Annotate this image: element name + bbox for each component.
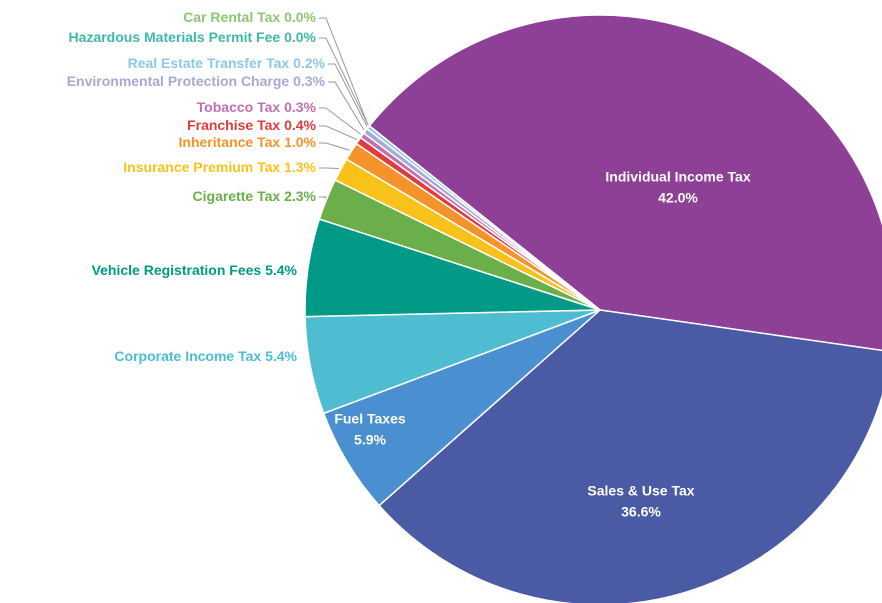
slice-label: Insurance Premium Tax 1.3% <box>123 159 316 175</box>
leader-line <box>328 63 368 127</box>
value-label: 42.0% <box>658 190 698 206</box>
value-label: 0.4% <box>284 117 316 133</box>
leader-line <box>319 167 339 170</box>
category-name: Real Estate Transfer Tax <box>128 55 290 71</box>
slice-label: Tobacco Tax 0.3% <box>197 99 317 115</box>
value-label: 5.4% <box>265 262 297 278</box>
slice-label: Cigarette Tax 2.3% <box>193 188 317 204</box>
pie-slice <box>378 309 882 603</box>
slice-label: Franchise Tax 0.4% <box>187 117 316 133</box>
slice-label: Environmental Protection Charge 0.3% <box>67 73 326 89</box>
value-label: 0.0% <box>284 29 316 45</box>
value-label: 5.9% <box>354 432 386 448</box>
leader-line <box>319 107 361 135</box>
category-name: Tobacco Tax <box>197 99 281 115</box>
leader-line <box>319 142 350 151</box>
slice-label: Fuel Taxes <box>334 411 406 427</box>
category-name: Vehicle Registration Fees <box>92 262 262 278</box>
slice-label: Inheritance Tax 1.0% <box>179 134 317 150</box>
category-name: Franchise Tax <box>187 117 280 133</box>
category-name: Corporate Income Tax <box>114 348 261 364</box>
category-name: Inheritance Tax <box>179 134 281 150</box>
category-name: Environmental Protection Charge <box>67 73 290 89</box>
value-label: 2.3% <box>284 188 316 204</box>
slice-label: Individual Income Tax <box>605 169 750 185</box>
value-label: 1.3% <box>284 159 316 175</box>
pie-slice <box>368 14 882 352</box>
value-label: 36.6% <box>621 504 661 520</box>
leader-line <box>319 17 369 125</box>
leader-line <box>328 81 365 131</box>
slice-label: Hazardous Materials Permit Fee 0.0% <box>69 29 317 45</box>
value-label: 0.3% <box>293 73 325 89</box>
slice-label: Real Estate Transfer Tax 0.2% <box>128 55 326 71</box>
value-label: 5.4% <box>265 348 297 364</box>
slice-label: Sales & Use Tax <box>587 483 694 499</box>
slice-label: Car Rental Tax 0.0% <box>183 9 316 25</box>
value-label: 1.0% <box>284 134 316 150</box>
category-name: Hazardous Materials Permit Fee <box>69 29 281 45</box>
leader-line <box>319 196 328 199</box>
category-name: Car Rental Tax <box>183 9 280 25</box>
value-label: 0.2% <box>293 55 325 71</box>
category-name: Insurance Premium Tax <box>123 159 280 175</box>
category-name: Cigarette Tax <box>193 188 281 204</box>
slice-label: Corporate Income Tax 5.4% <box>114 348 297 364</box>
value-label: 0.3% <box>284 99 316 115</box>
leader-line <box>319 37 369 125</box>
value-label: 0.0% <box>284 9 316 25</box>
slice-label: Vehicle Registration Fees 5.4% <box>92 262 298 278</box>
leader-line <box>319 125 358 140</box>
